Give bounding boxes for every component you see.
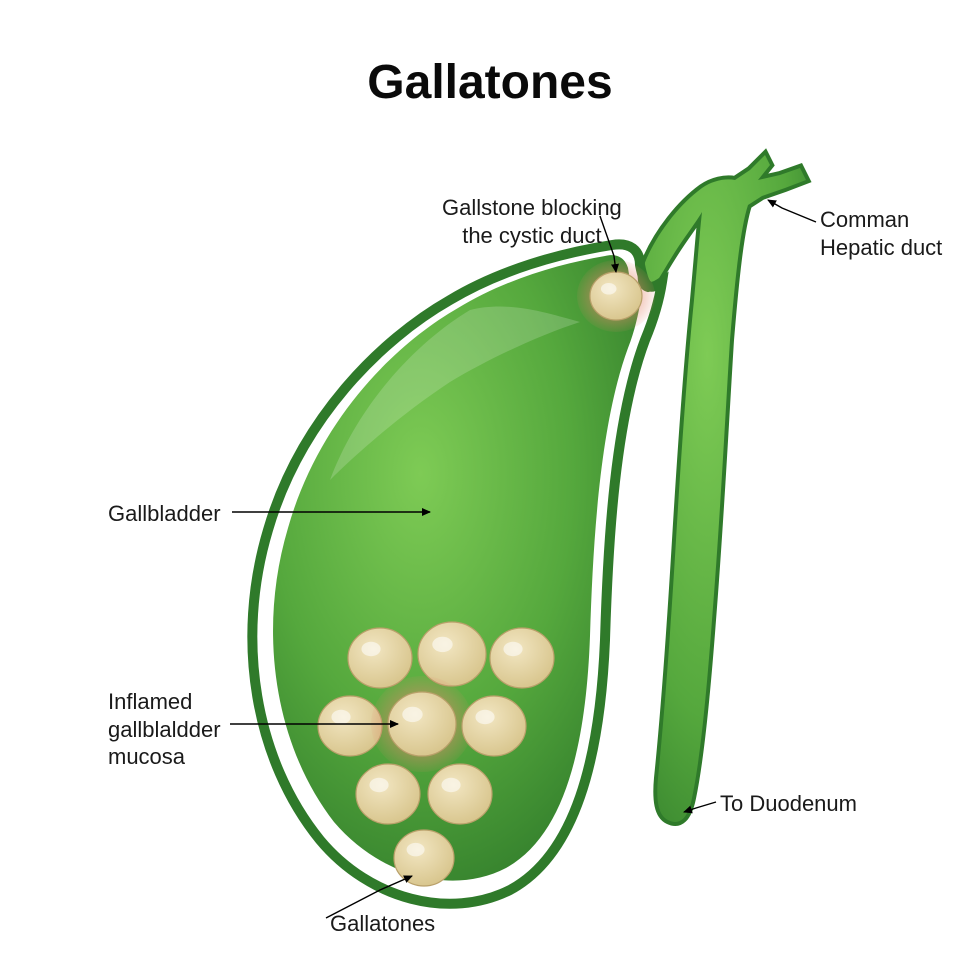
label-to-duodenum: To Duodenum: [720, 790, 857, 818]
gallstone: [428, 764, 492, 824]
gallstone: [356, 764, 420, 824]
diagram-svg: [0, 0, 980, 980]
label-hepatic-duct: Comman Hepatic duct: [820, 206, 942, 261]
gallstone: [590, 272, 642, 320]
gallstone: [348, 628, 412, 688]
label-gallatones: Gallatones: [330, 910, 435, 938]
gallstone: [394, 830, 454, 886]
label-gallbladder: Gallbladder: [108, 500, 221, 528]
label-cystic-block: Gallstone blocking the cystic duct: [442, 194, 622, 249]
gallstone: [388, 692, 456, 756]
gallstone: [462, 696, 526, 756]
label-inflamed-mucosa: Inflamed gallblaldder mucosa: [108, 688, 221, 771]
gallstone: [490, 628, 554, 688]
leader-hepatic-duct: [768, 200, 816, 222]
